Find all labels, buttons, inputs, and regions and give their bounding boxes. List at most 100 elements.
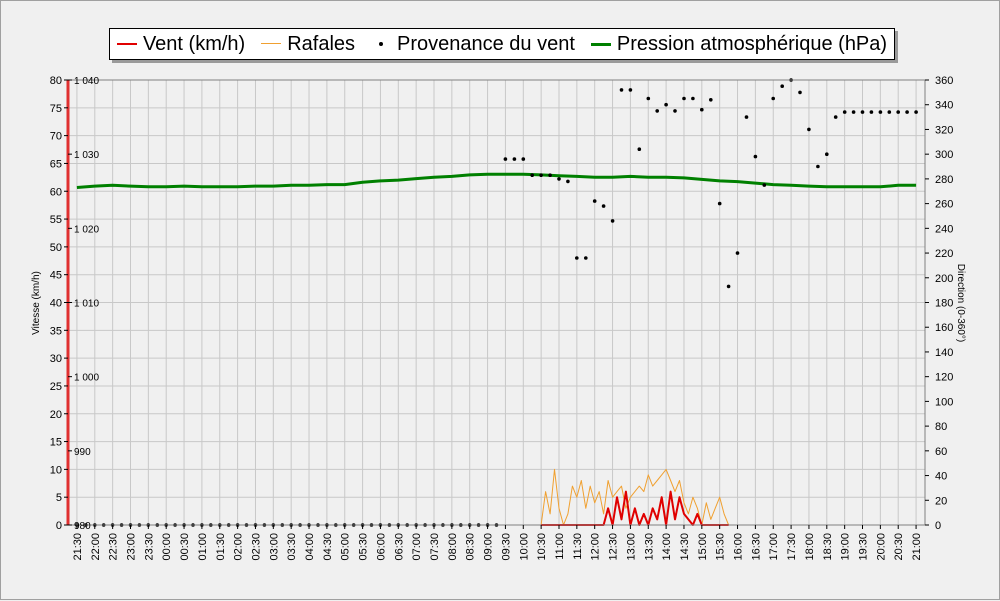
pressure-tick-label: 1 020	[74, 224, 99, 235]
y-right-tick-label: 100	[935, 396, 953, 408]
legend-wind-line-icon	[116, 34, 137, 54]
direction-point	[521, 157, 526, 161]
legend-direction-label: Provenance du vent	[397, 32, 575, 55]
y-left-tick-label: 40	[50, 298, 62, 310]
direction-point	[691, 96, 695, 101]
x-tick-label: 06:00	[375, 533, 387, 561]
x-tick-label: 07:00	[411, 533, 423, 561]
direction-point	[887, 110, 892, 114]
x-tick-label: 12:30	[608, 533, 620, 561]
legend-gusts-line-icon	[261, 34, 282, 54]
direction-point	[851, 110, 856, 114]
y-right-tick-label: 320	[935, 124, 953, 136]
pressure-tick-label: 1 000	[74, 373, 99, 384]
x-tick-label: 14:30	[679, 533, 691, 561]
direction-point	[753, 154, 758, 159]
y-left-tick-label: 70	[50, 131, 62, 143]
direction-point	[566, 179, 570, 184]
legend-item-wind: Vent (km/h)	[116, 32, 246, 56]
pressure-tick-label: 990	[74, 447, 91, 458]
x-tick-label: 13:00	[625, 533, 637, 561]
legend-wind-label: Vent (km/h)	[142, 32, 246, 55]
direction-point	[601, 204, 606, 208]
legend-item-gusts: Rafales	[261, 33, 355, 56]
x-tick-label: 02:00	[233, 533, 245, 561]
gusts-series-line	[540, 468, 730, 526]
direction-point	[503, 157, 508, 161]
x-tick-label: 01:00	[197, 533, 209, 561]
direction-point	[646, 96, 651, 101]
direction-point	[717, 201, 722, 206]
x-tick-label: 16:00	[733, 533, 745, 561]
x-tick-label: 10:00	[518, 533, 530, 561]
x-tick-label: 03:30	[286, 533, 298, 561]
y-left-tick-label: 45	[50, 270, 62, 282]
x-tick-label: 00:00	[161, 533, 173, 561]
x-tick-label: 09:30	[500, 533, 512, 561]
x-tick-label: 12:00	[590, 533, 602, 561]
x-tick-label: 09:00	[483, 533, 495, 561]
direction-point	[682, 96, 686, 101]
x-tick-label: 00:30	[179, 533, 191, 561]
direction-point	[735, 251, 740, 255]
y-right-tick-label: 200	[935, 273, 953, 285]
direction-point	[673, 109, 677, 113]
y-right-tick-label: 300	[935, 149, 953, 161]
direction-point	[592, 199, 597, 203]
direction-point	[798, 90, 802, 95]
x-tick-label: 14:00	[661, 533, 673, 561]
direction-point	[842, 110, 847, 114]
y-left-tick-label: 50	[50, 242, 62, 254]
x-tick-label: 21:30	[72, 533, 84, 561]
direction-point	[816, 164, 820, 169]
x-tick-label: 19:00	[840, 533, 852, 561]
direction-point	[709, 98, 713, 102]
direction-point	[878, 110, 883, 114]
pressure-tick-label: 1 010	[74, 299, 99, 310]
y-left-tick-label: 30	[50, 353, 62, 365]
direction-point	[512, 157, 517, 161]
x-tick-label: 21:00	[911, 533, 923, 561]
y-left-tick-label: 55	[50, 214, 62, 226]
y-right-tick-label: 360	[935, 75, 953, 87]
x-tick-label: 23:00	[125, 533, 137, 561]
legend-item-direction: Provenance du vent	[371, 33, 575, 56]
y-left-tick-label: 0	[56, 520, 62, 532]
pressure-series-line	[76, 172, 917, 189]
direction-point	[860, 110, 865, 114]
direction-point	[905, 110, 909, 114]
x-tick-label: 19:30	[858, 533, 870, 561]
direction-point	[539, 173, 543, 177]
x-tick-label: 06:30	[393, 533, 405, 561]
x-tick-label: 11:30	[572, 533, 584, 560]
direction-point	[619, 88, 624, 92]
y-right-tick-label: 160	[935, 322, 953, 334]
y-left-tick-label: 75	[50, 103, 62, 115]
y-right-label: Direction (0-360°)	[955, 264, 966, 342]
direction-point	[771, 96, 775, 101]
x-tick-label: 04:30	[322, 533, 334, 561]
grid	[68, 79, 925, 526]
x-tick-label: 08:30	[465, 533, 477, 561]
direction-point	[530, 173, 534, 177]
axes: 8075706560555045403530252015105036034032…	[50, 75, 954, 561]
x-tick-label: 03:00	[268, 533, 280, 561]
y-right-tick-label: 280	[935, 174, 953, 186]
x-tick-label: 10:30	[536, 533, 548, 561]
direction-point	[869, 110, 874, 114]
y-left-tick-label: 80	[50, 75, 62, 87]
x-tick-label: 18:00	[804, 533, 816, 561]
y-right-tick-label: 260	[935, 199, 953, 211]
y-left-tick-label: 25	[50, 381, 62, 393]
pressure-tick-label: 1 030	[74, 150, 99, 161]
x-tick-label: 22:30	[108, 533, 120, 561]
direction-point	[664, 102, 668, 107]
legend-pressure-label: Pression atmosphérique (hPa)	[616, 32, 888, 55]
y-right-tick-label: 40	[935, 471, 947, 483]
legend: Vent (km/h) Rafales Provenance du vent P…	[109, 28, 895, 60]
x-tick-label: 02:30	[250, 533, 262, 561]
x-tick-label: 20:30	[893, 533, 905, 561]
y-left-tick-label: 60	[50, 186, 62, 198]
